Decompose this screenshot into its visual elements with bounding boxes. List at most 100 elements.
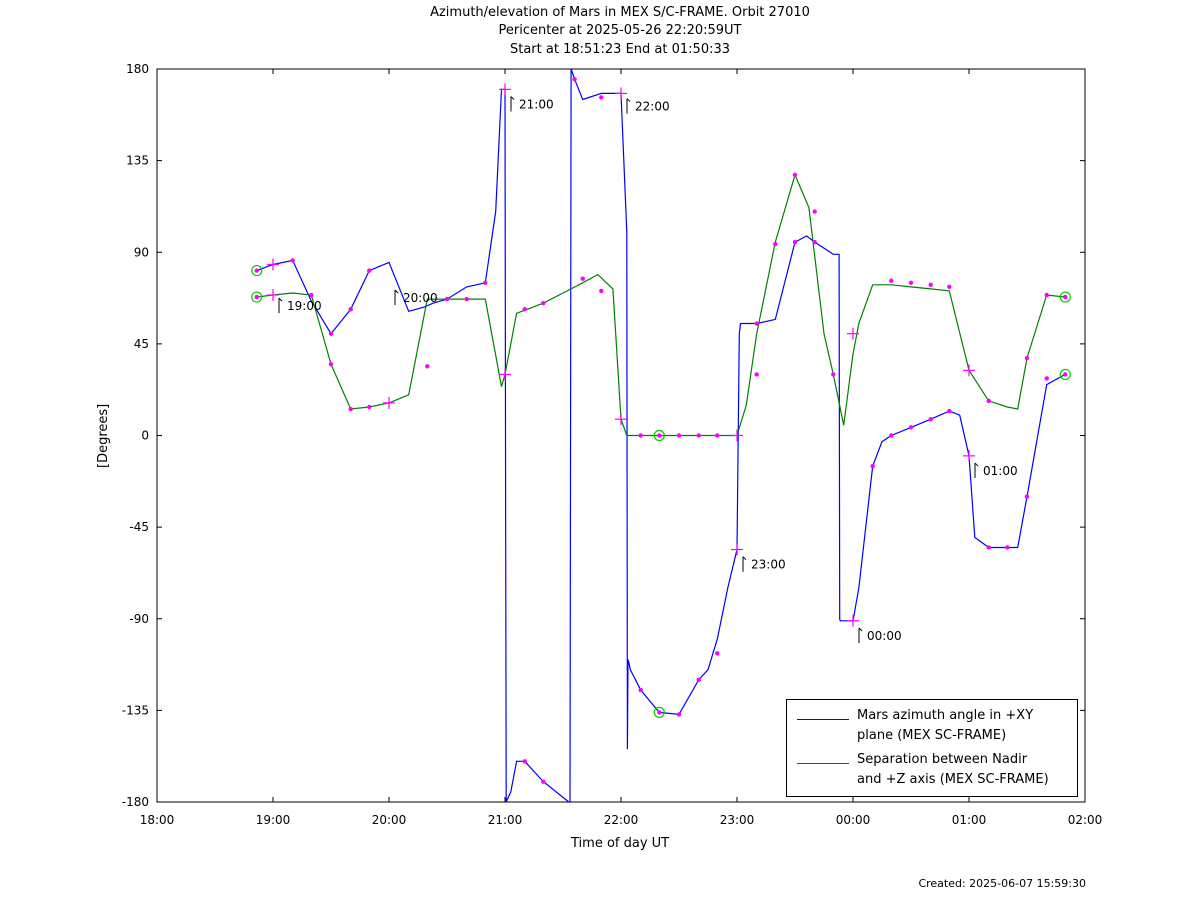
- series-marker-ring: [1059, 291, 1071, 303]
- series-marker-dot: [715, 433, 720, 438]
- y-axis-label: [Degrees]: [96, 403, 111, 468]
- legend-label-separation: Separation between Nadir and +Z axis (ME…: [857, 752, 1049, 787]
- annotation-label: 20:00: [403, 291, 438, 305]
- series-marker-dot: [657, 433, 662, 438]
- y-tick-label: 90: [134, 245, 149, 259]
- series-marker-dot: [676, 433, 682, 438]
- x-axis-label: Time of day UT: [571, 836, 670, 851]
- series-marker-dot: [541, 779, 546, 784]
- series-marker-dot: [870, 463, 875, 469]
- series-marker-dot: [1005, 545, 1010, 550]
- y-tick-label: 135: [126, 154, 149, 168]
- series-marker-dot: [696, 677, 701, 683]
- annotation-arrow: [858, 627, 863, 632]
- series-marker-dot: [522, 759, 527, 764]
- series-marker-dot: [908, 280, 914, 285]
- series-marker-dot: [986, 398, 991, 404]
- series-marker-dot: [889, 278, 894, 283]
- y-tick-label: 180: [126, 62, 149, 76]
- y-tick-label: -180: [122, 795, 149, 809]
- series-marker-dot: [254, 294, 259, 300]
- annotation-arrow: [278, 297, 283, 302]
- series-marker-dot: [425, 364, 430, 369]
- separation-line: [256, 173, 1066, 437]
- series-marker-dot: [812, 239, 817, 245]
- series-marker-dot: [947, 284, 952, 290]
- legend-label-azimuth: Mars azimuth angle in +XY plane (MEX SC-…: [857, 708, 1034, 743]
- annotation-arrow: [974, 462, 979, 467]
- y-tick-label: 0: [141, 429, 149, 443]
- x-tick-label: 21:00: [488, 813, 523, 827]
- annotation-label: 00:00: [867, 629, 902, 643]
- series-marker-dot: [254, 268, 259, 273]
- series-marker-dot: [309, 292, 314, 298]
- annotation-arrow: [394, 289, 399, 294]
- x-tick-label: 01:00: [952, 813, 987, 827]
- series-marker-dot: [328, 362, 334, 367]
- annotation-label: 22:00: [635, 100, 670, 114]
- annotation-label: 19:00: [287, 299, 322, 313]
- legend-swatch-azimuth: [797, 719, 849, 720]
- series-marker-dot: [1044, 376, 1049, 381]
- series-marker-dot: [572, 76, 577, 82]
- annotation-arrow: [742, 556, 747, 561]
- series-marker-dot: [715, 651, 720, 656]
- series-marker-dot: [1044, 292, 1049, 298]
- series-marker-ring: [251, 264, 263, 277]
- series-marker-dot: [792, 172, 798, 178]
- series-marker-dot: [1024, 494, 1030, 499]
- series-marker-dot: [754, 372, 759, 377]
- series-marker-dot: [638, 433, 643, 438]
- series-marker-dot: [1063, 372, 1068, 377]
- series-marker-dot: [483, 280, 488, 285]
- azimuth-line: [256, 68, 1066, 803]
- legend: Mars azimuth angle in +XY plane (MEX SC-…: [786, 699, 1078, 797]
- plot-frame: [156, 68, 1086, 803]
- series-marker-dot: [367, 404, 372, 410]
- series-marker-ring: [251, 291, 263, 303]
- series-marker-dot: [676, 712, 682, 717]
- x-tick-label: 22:00: [604, 813, 639, 827]
- series-marker-dot: [348, 406, 353, 412]
- series-marker-dot: [889, 433, 894, 438]
- series-marker-ring: [653, 706, 665, 719]
- x-tick-label: 19:00: [256, 813, 291, 827]
- series-marker-dot: [792, 239, 798, 245]
- x-tick-label: 02:00: [1068, 813, 1103, 827]
- series-marker-dot: [599, 288, 604, 294]
- series-marker-dot: [367, 268, 372, 273]
- series-marker-dot: [657, 710, 662, 715]
- chart-subtitle-time-range: Start at 18:51:23 End at 01:50:33: [509, 42, 731, 57]
- series-marker-dot: [986, 545, 991, 550]
- x-tick-label: 20:00: [372, 813, 407, 827]
- y-tick-label: -135: [122, 703, 149, 717]
- series-marker-dot: [348, 307, 353, 312]
- series-marker-dot: [599, 95, 604, 100]
- x-tick-label: 23:00: [720, 813, 755, 827]
- y-tick-label: 45: [134, 337, 149, 351]
- chart-title: Azimuth/elevation of Mars in MEX S/C-FRA…: [430, 5, 810, 20]
- series-marker-dot: [928, 282, 933, 288]
- series-marker-ring: [653, 429, 665, 442]
- series-marker-dot: [328, 331, 334, 336]
- series-marker-dot: [754, 321, 759, 326]
- series-marker-dot: [696, 433, 701, 438]
- series-marker-dot: [290, 258, 295, 263]
- series-marker-dot: [580, 276, 585, 281]
- created-timestamp: Created: 2025-06-07 15:59:30: [918, 877, 1086, 890]
- series-marker-dot: [928, 417, 933, 422]
- series-marker-dot: [522, 307, 527, 312]
- chart-subtitle-pericenter: Pericenter at 2025-05-26 22:20:59UT: [498, 23, 742, 38]
- series-marker-dot: [541, 300, 546, 306]
- annotation-label: 01:00: [983, 464, 1018, 478]
- series-marker-dot: [812, 209, 817, 214]
- series-marker-dot: [464, 296, 469, 302]
- series-marker-dot: [908, 425, 914, 430]
- annotation-arrow: [510, 96, 515, 100]
- series-marker-dot: [947, 408, 952, 414]
- annotation-label: 21:00: [519, 98, 554, 112]
- series-marker-dot: [1063, 294, 1068, 300]
- series-marker-dot: [444, 296, 450, 302]
- y-tick-label: -45: [129, 520, 149, 534]
